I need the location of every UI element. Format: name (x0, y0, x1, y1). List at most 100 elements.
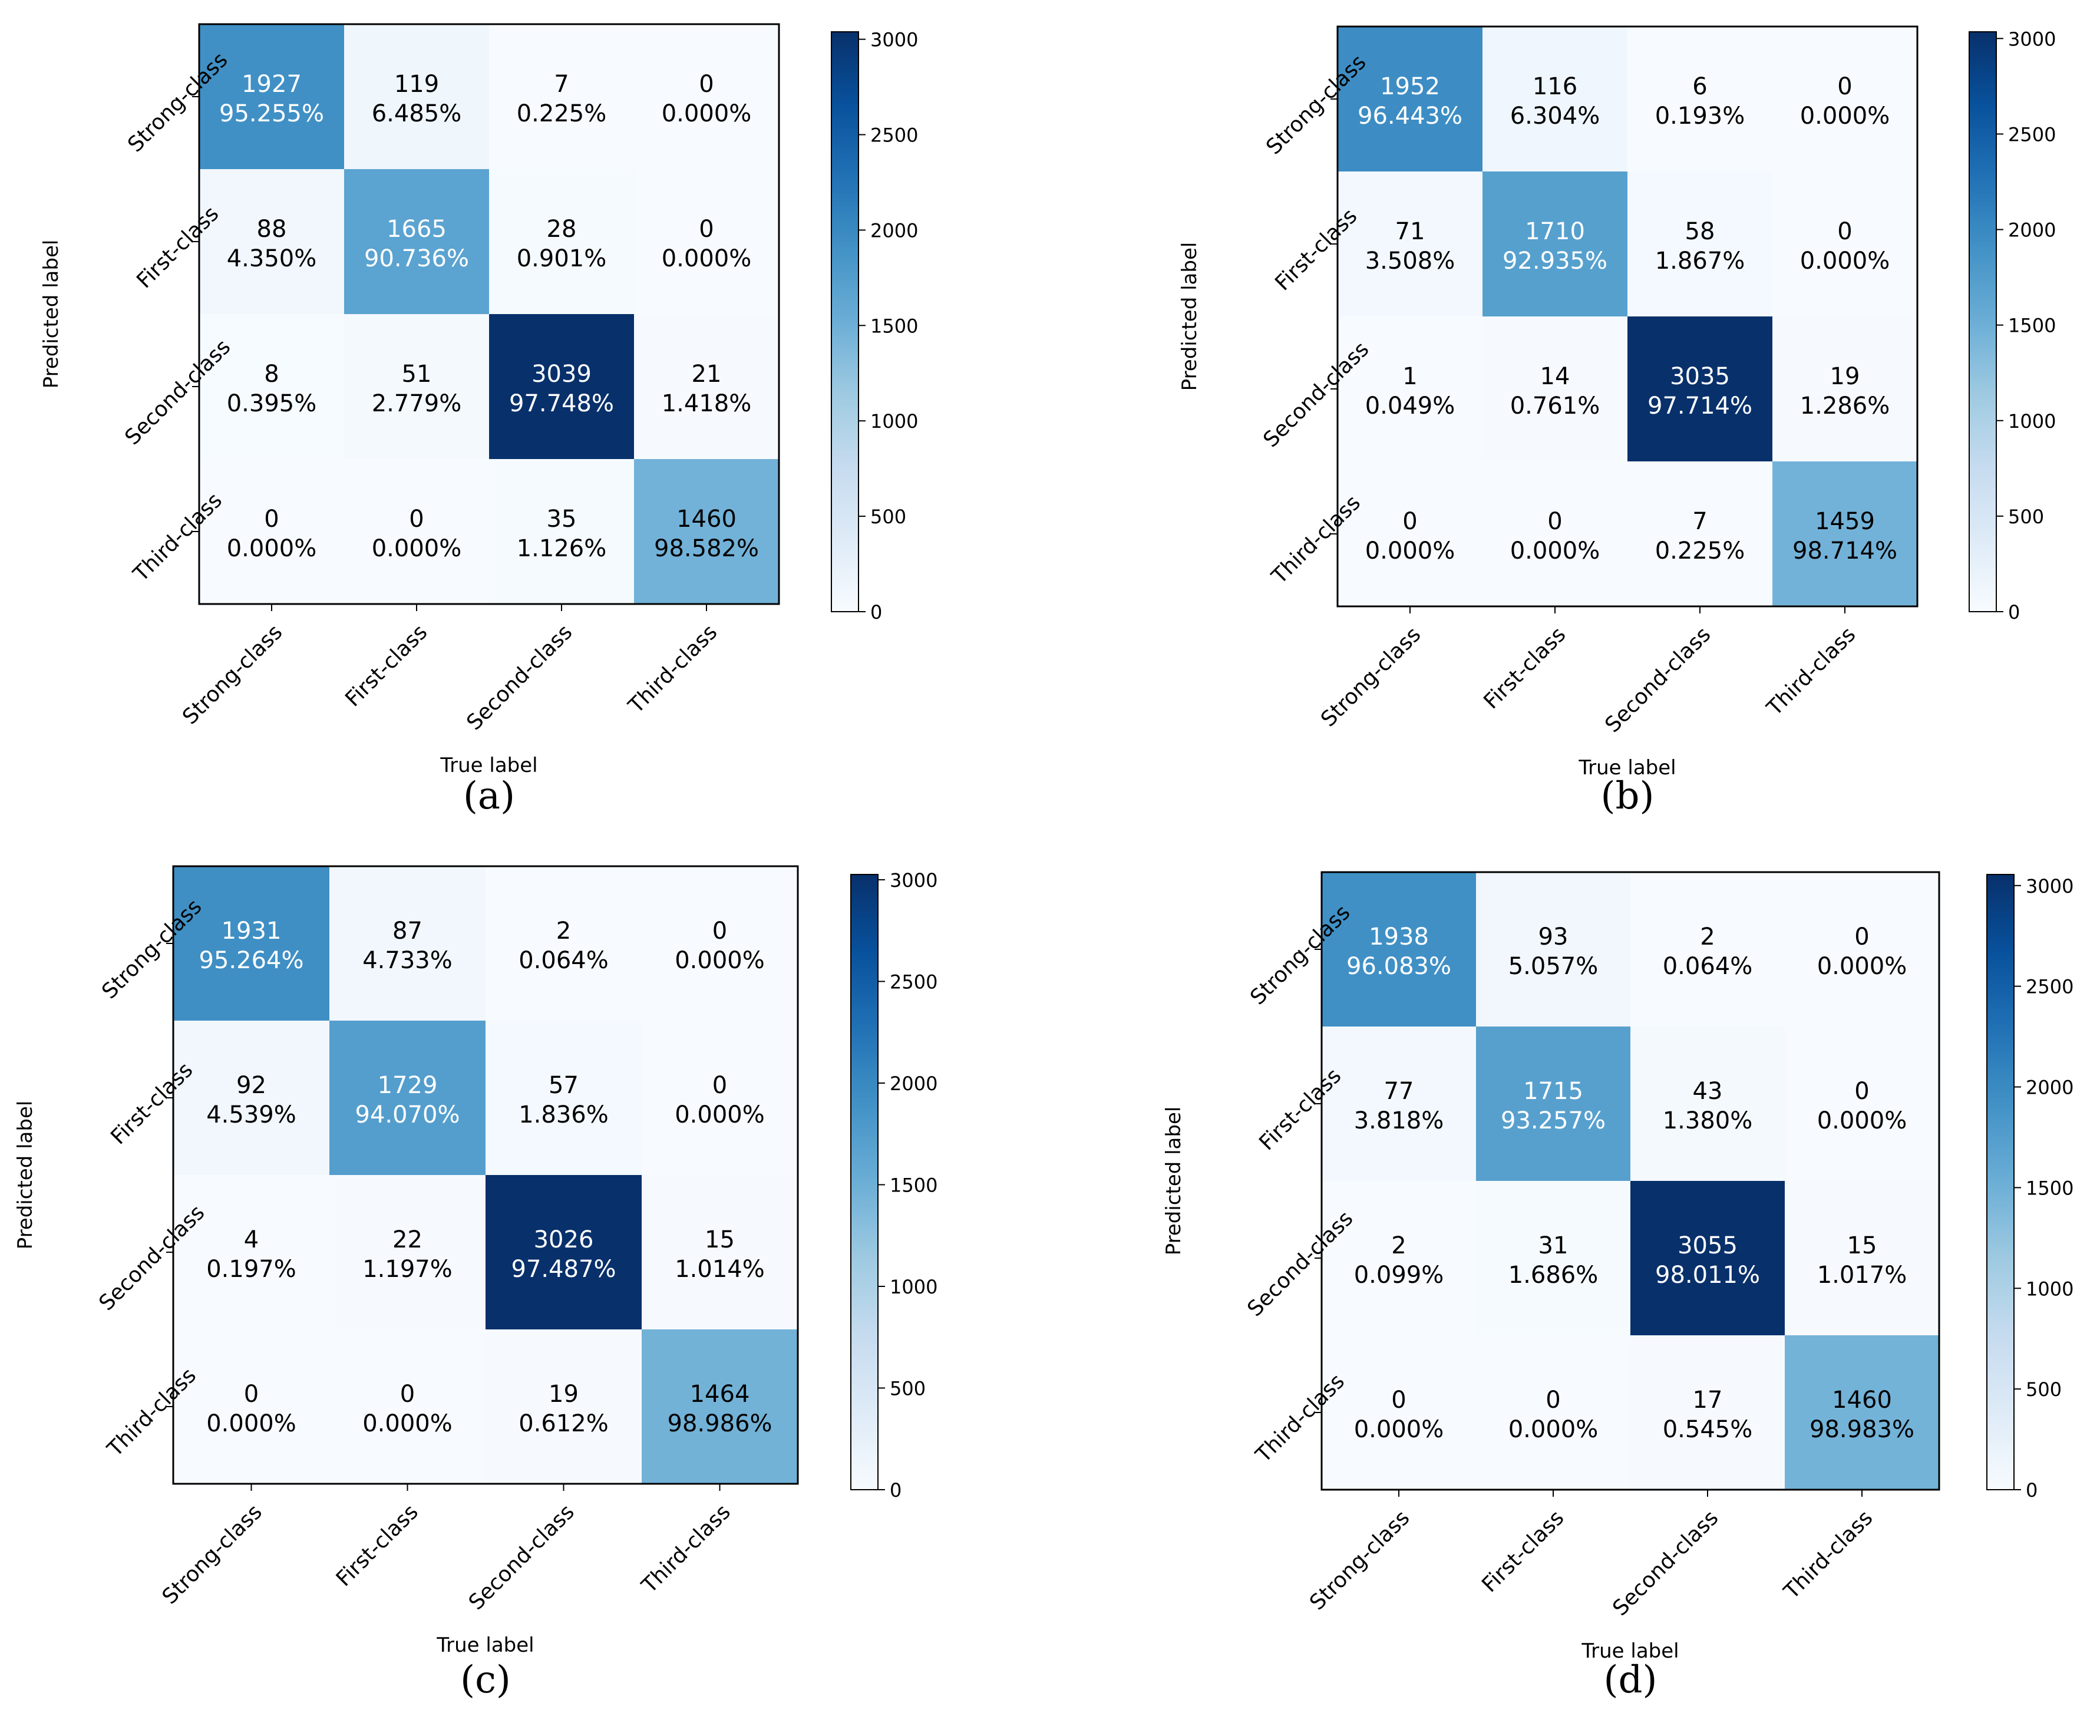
cell-count-label: 88 (257, 216, 287, 243)
x-tick-label: First-class (341, 620, 432, 711)
cell-percent-label: 0.000% (1800, 103, 1890, 130)
matrix-cell (1772, 171, 1917, 316)
matrix-cell (1482, 27, 1627, 171)
colorbar-tick-label: 3000 (890, 869, 937, 892)
cell-percent-label: 98.986% (668, 1410, 772, 1437)
x-tick-label: Second-class (464, 1500, 579, 1615)
cell-count-label: 7 (554, 71, 569, 98)
colorbar-tick-label: 500 (2026, 1378, 2062, 1401)
colorbar-tick-label: 1000 (890, 1276, 937, 1298)
matrix-frame (172, 865, 799, 1485)
matrix-cell (329, 1329, 486, 1484)
cell-percent-label: 0.761% (1510, 392, 1600, 420)
cell-count-label: 15 (1847, 1232, 1877, 1259)
cell-count-label: 1464 (690, 1381, 750, 1408)
cell-percent-label: 1.286% (1800, 392, 1890, 420)
cell-count-label: 0 (264, 506, 279, 533)
cell-percent-label: 1.126% (517, 535, 607, 562)
cell-percent-label: 0.064% (1663, 953, 1753, 980)
matrix-cell (1772, 316, 1917, 461)
colorbar-tick-label: 1000 (870, 410, 918, 433)
cell-percent-label: 0.000% (1365, 537, 1455, 565)
matrix-cell (634, 169, 779, 314)
y-axis-title: Predicted label (1178, 242, 1201, 391)
matrix-cell (1322, 1027, 1476, 1181)
matrix-cell (1772, 27, 1917, 171)
matrix-cell (1630, 1181, 1785, 1335)
cell-count-label: 0 (1854, 923, 1869, 950)
matrix-cell (1627, 171, 1772, 316)
colorbar-tick-label: 500 (890, 1377, 926, 1400)
matrix-cell (1476, 872, 1630, 1027)
cell-count-label: 71 (1395, 218, 1425, 245)
cell-percent-label: 0.000% (1817, 953, 1907, 980)
cell-percent-label: 96.443% (1358, 103, 1462, 130)
colorbar (831, 31, 859, 612)
matrix-cell (1785, 1335, 1939, 1490)
cell-count-label: 1459 (1815, 508, 1875, 535)
colorbar-tick-label: 2000 (870, 219, 918, 242)
colorbar-tick-label: 3000 (2008, 28, 2056, 50)
cell-count-label: 43 (1693, 1078, 1723, 1105)
matrix-cell (173, 1329, 329, 1484)
cell-count-label: 0 (1854, 1078, 1869, 1105)
cell-percent-label: 98.582% (654, 535, 759, 562)
colorbar-tick-label: 1500 (2008, 315, 2056, 337)
cell-count-label: 21 (692, 361, 722, 388)
cell-count-label: 58 (1685, 218, 1715, 245)
y-axis-title: Predicted label (1162, 1107, 1186, 1256)
cell-percent-label: 0.225% (517, 100, 607, 127)
cell-percent-label: 1.017% (1817, 1262, 1907, 1289)
cell-count-label: 0 (1391, 1387, 1406, 1414)
cell-percent-label: 98.011% (1655, 1262, 1760, 1289)
cell-percent-label: 0.000% (1354, 1416, 1444, 1443)
cell-percent-label: 95.255% (219, 100, 324, 127)
cell-count-label: 93 (1538, 923, 1569, 950)
cell-count-label: 1715 (1523, 1078, 1583, 1105)
cell-percent-label: 6.304% (1510, 103, 1600, 130)
colorbar-tick-label: 500 (2008, 506, 2044, 528)
x-tick-label: Strong-class (1316, 622, 1425, 731)
colorbar-tick-label: 2000 (2008, 219, 2056, 242)
x-tick-label: First-class (332, 1500, 423, 1591)
cell-percent-label: 92.935% (1503, 247, 1607, 275)
x-tick-label: Strong-class (1305, 1506, 1414, 1615)
colorbar-tick-label: 2500 (870, 124, 918, 147)
cell-percent-label: 0.197% (206, 1256, 296, 1283)
matrix-cell (344, 314, 489, 459)
matrix-cell (1476, 1335, 1630, 1490)
cell-percent-label: 93.257% (1501, 1107, 1606, 1134)
x-tick-label: Strong-class (158, 1500, 267, 1609)
matrix-cell (486, 866, 642, 1021)
cell-count-label: 0 (1547, 508, 1562, 535)
cell-percent-label: 1.867% (1655, 247, 1745, 275)
cell-percent-label: 0.000% (227, 535, 317, 562)
cell-percent-label: 98.714% (1792, 537, 1897, 565)
x-tick-label: Strong-class (178, 620, 287, 729)
matrix-cell (1627, 27, 1772, 171)
matrix-cell (1785, 1027, 1939, 1181)
cell-count-label: 0 (1837, 73, 1852, 100)
confusion-matrix-panel: 193195.264%874.733%20.064%00.000%924.539… (14, 865, 937, 1702)
matrix-cell (486, 1021, 642, 1175)
cell-percent-label: 0.000% (675, 1101, 765, 1128)
colorbar-tick-label: 1500 (870, 315, 918, 337)
cell-count-label: 2 (1700, 923, 1715, 950)
cell-count-label: 0 (244, 1381, 259, 1408)
colorbar-tick-label: 2500 (890, 971, 937, 993)
matrix-cell (173, 1021, 329, 1175)
cell-percent-label: 0.193% (1655, 103, 1745, 130)
cell-percent-label: 0.000% (662, 100, 752, 127)
matrix-cell (1785, 1181, 1939, 1335)
colorbar-tick-label: 500 (870, 506, 906, 528)
matrix-cell (1322, 1181, 1476, 1335)
matrix-cell (173, 866, 329, 1021)
colorbar-tick-label: 2500 (2026, 976, 2073, 998)
cell-percent-label: 1.380% (1663, 1107, 1753, 1134)
matrix-cell (1772, 461, 1917, 606)
matrix-cell (1338, 461, 1482, 606)
matrix-cell (199, 24, 344, 169)
confusion-matrix-panel: 192795.255%1196.485%70.225%00.000%884.35… (39, 23, 918, 818)
cell-count-label: 35 (547, 506, 577, 533)
cell-percent-label: 1.418% (662, 390, 752, 417)
